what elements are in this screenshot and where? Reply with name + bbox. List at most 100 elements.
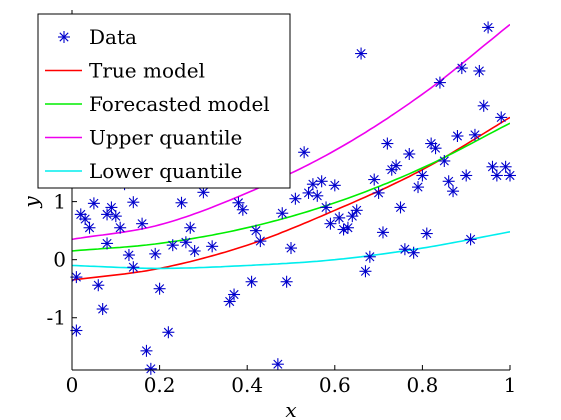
data-point <box>442 175 455 188</box>
data-point <box>153 282 166 295</box>
data-point <box>79 213 92 226</box>
data-point <box>490 169 503 182</box>
data-point <box>236 203 249 216</box>
data-point <box>122 249 135 262</box>
data-point <box>223 295 236 308</box>
y-axis-ticks: -1 0 1 <box>47 190 77 330</box>
data-point <box>381 137 394 150</box>
data-point <box>114 221 127 234</box>
x-axis-label: x <box>285 398 296 420</box>
data-point <box>363 250 376 263</box>
data-point <box>149 247 162 260</box>
data-point <box>101 208 114 221</box>
legend: Data True model Forecasted model Upper quan… <box>37 13 291 189</box>
model-curves <box>72 23 510 281</box>
data-point <box>87 197 100 210</box>
data-point <box>390 159 403 172</box>
data-point <box>127 196 140 209</box>
data-point <box>499 160 512 173</box>
line-forecasted-model <box>72 122 510 252</box>
data-point <box>398 243 411 256</box>
data-point <box>206 240 219 253</box>
data-point <box>455 62 468 75</box>
legend-label: Forecasted model <box>89 92 270 116</box>
data-point <box>416 169 429 182</box>
data-point <box>101 237 114 250</box>
data-point <box>468 128 481 141</box>
data-point <box>188 244 201 257</box>
data-point <box>254 235 267 248</box>
legend-item-data: Data <box>58 25 137 49</box>
data-point <box>280 275 293 288</box>
data-point <box>184 221 197 234</box>
data-point <box>136 217 149 230</box>
x-tick-label: 0.2 <box>144 373 176 397</box>
data-point <box>127 261 140 274</box>
legend-item-forecasted-model: Forecasted model <box>45 92 270 116</box>
legend-label: Upper quantile <box>89 126 242 150</box>
legend-item-upper-quantile: Upper quantile <box>45 126 242 150</box>
data-point <box>350 204 363 217</box>
data-point <box>70 324 83 337</box>
data-point <box>433 76 446 89</box>
legend-marker <box>58 31 70 43</box>
data-point <box>285 242 297 255</box>
data-point <box>495 111 508 124</box>
legend-items: Data True model Forecasted model Upper quan… <box>45 25 270 183</box>
data-point <box>451 130 464 142</box>
data-point <box>420 227 433 240</box>
data-point <box>412 181 425 194</box>
data-point <box>438 154 451 167</box>
data-point <box>245 275 258 288</box>
y-axis-label: y <box>19 196 43 209</box>
data-point <box>228 288 241 301</box>
data-point <box>306 178 319 191</box>
legend-item-true-model: True model <box>45 59 205 83</box>
data-point <box>460 169 473 182</box>
data-point <box>368 173 381 186</box>
data-point <box>271 358 284 371</box>
data-point <box>289 192 302 205</box>
data-point <box>464 233 477 246</box>
line-upper-quantile <box>72 23 510 241</box>
x-tick-label: 0.8 <box>406 373 438 397</box>
data-point <box>447 185 460 198</box>
data-point <box>473 64 486 77</box>
data-point <box>144 362 157 375</box>
x-tick-label: 0.4 <box>231 373 263 397</box>
data-point <box>140 344 153 357</box>
data-point <box>92 279 105 292</box>
legend-label: True model <box>89 59 205 83</box>
data-point <box>162 326 175 339</box>
data-point <box>298 146 311 159</box>
data-point <box>276 207 289 220</box>
data-point <box>486 160 499 173</box>
legend-label: Lower quantile <box>89 159 242 183</box>
data-point <box>105 201 118 214</box>
x-axis-ticks: 0 0.2 0.4 0.6 0.8 1 <box>66 365 517 397</box>
data-point <box>372 186 385 199</box>
data-point <box>311 189 324 202</box>
data-point <box>179 236 192 249</box>
data-point <box>320 201 333 214</box>
x-tick-label: 0.6 <box>319 373 351 397</box>
data-point <box>232 196 245 209</box>
data-point <box>355 47 368 60</box>
y-tick-label: 0 <box>53 248 66 272</box>
data-point <box>324 217 337 230</box>
data-point <box>109 210 122 223</box>
x-tick-label: 1 <box>504 373 517 397</box>
line-lower-quantile <box>72 231 510 270</box>
data-point <box>333 211 346 224</box>
legend-item-lower-quantile: Lower quantile <box>45 159 242 183</box>
legend-box <box>37 13 291 189</box>
data-point <box>359 265 372 278</box>
y-tick-label: 1 <box>53 190 66 214</box>
data-point <box>315 175 328 188</box>
data-point <box>482 21 495 34</box>
data-point <box>96 303 109 316</box>
data-point <box>477 99 490 112</box>
data-point <box>249 224 262 237</box>
data-point <box>429 142 442 155</box>
